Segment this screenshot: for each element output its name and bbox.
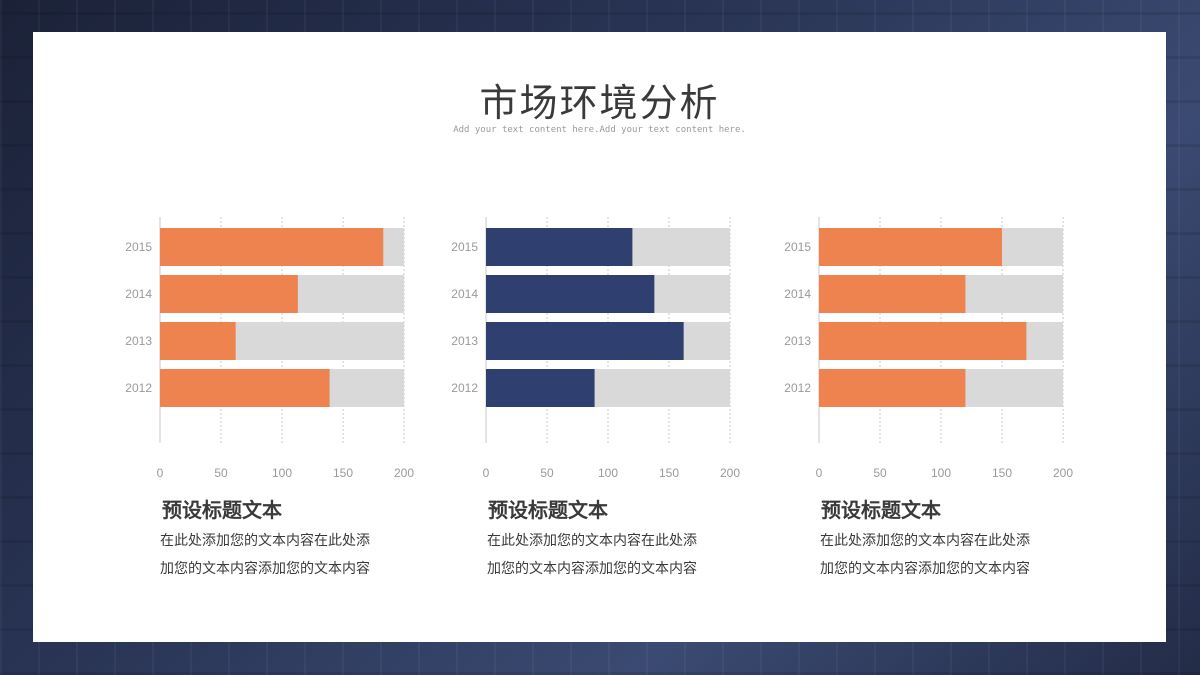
x-tick-label: 100: [931, 466, 951, 480]
section-heading-2: 预设标题文本: [488, 498, 608, 522]
section-body-line: 加您的文本内容添加您的文本内容: [487, 561, 697, 577]
section-body-line: 在此处添加您的文本内容在此处添: [820, 533, 1030, 549]
category-label: 2014: [125, 287, 152, 301]
bar-2013: [486, 322, 684, 360]
x-tick-label: 50: [540, 466, 554, 480]
bar-chart-2: 2015 2014 2013 2012 0 50 100 150 200: [451, 217, 740, 480]
category-label: 2015: [784, 240, 811, 254]
bar-2015: [819, 228, 1002, 266]
bar-2013: [160, 322, 236, 360]
bar-2015: [160, 228, 384, 266]
section-body-3: 在此处添加您的文本内容在此处添 加您的文本内容添加您的文本内容: [820, 527, 1060, 583]
bar-2015: [486, 228, 633, 266]
category-label: 2015: [451, 240, 478, 254]
bar-chart-1: 2015 2014 2013 2012 0 50 100 150 200: [125, 217, 414, 480]
category-label: 2015: [125, 240, 152, 254]
section-body-2: 在此处添加您的文本内容在此处添 加您的文本内容添加您的文本内容: [487, 527, 727, 583]
section-body-line: 在此处添加您的文本内容在此处添: [160, 533, 370, 549]
bar-2012: [486, 369, 595, 407]
category-label: 2012: [784, 381, 811, 395]
section-heading-3: 预设标题文本: [821, 498, 941, 522]
category-label: 2012: [125, 381, 152, 395]
slide-card: 市场环境分析 Add your text content here.Add yo…: [33, 32, 1166, 642]
page-title: 市场环境分析: [479, 81, 720, 125]
x-tick-label: 200: [720, 466, 740, 480]
category-label: 2014: [451, 287, 478, 301]
bar-2014: [160, 275, 298, 313]
bar-chart-3: 2015 2014 2013 2012 0 50 100 150 200: [784, 217, 1073, 480]
x-tick-label: 50: [873, 466, 887, 480]
bar-2013: [819, 322, 1027, 360]
page-subtitle: Add your text content here.Add your text…: [453, 125, 746, 135]
category-label: 2014: [784, 287, 811, 301]
x-tick-label: 200: [394, 466, 414, 480]
section-body-line: 在此处添加您的文本内容在此处添: [487, 533, 697, 549]
x-tick-label: 150: [992, 466, 1012, 480]
section-body-line: 加您的文本内容添加您的文本内容: [160, 561, 370, 577]
section-body-line: 加您的文本内容添加您的文本内容: [820, 561, 1030, 577]
x-tick-label: 50: [214, 466, 228, 480]
category-label: 2013: [784, 334, 811, 348]
x-tick-label: 150: [333, 466, 353, 480]
x-tick-label: 0: [157, 466, 164, 480]
bar-2014: [819, 275, 966, 313]
bar-2012: [160, 369, 330, 407]
x-tick-label: 0: [483, 466, 490, 480]
bar-2012: [819, 369, 966, 407]
x-tick-label: 150: [659, 466, 679, 480]
section-heading-1: 预设标题文本: [162, 498, 282, 522]
section-body-1: 在此处添加您的文本内容在此处添 加您的文本内容添加您的文本内容: [160, 527, 400, 583]
x-tick-label: 100: [598, 466, 618, 480]
x-tick-label: 100: [272, 466, 292, 480]
category-label: 2013: [125, 334, 152, 348]
category-label: 2012: [451, 381, 478, 395]
x-tick-label: 200: [1053, 466, 1073, 480]
x-tick-label: 0: [816, 466, 823, 480]
category-label: 2013: [451, 334, 478, 348]
bar-2014: [486, 275, 655, 313]
